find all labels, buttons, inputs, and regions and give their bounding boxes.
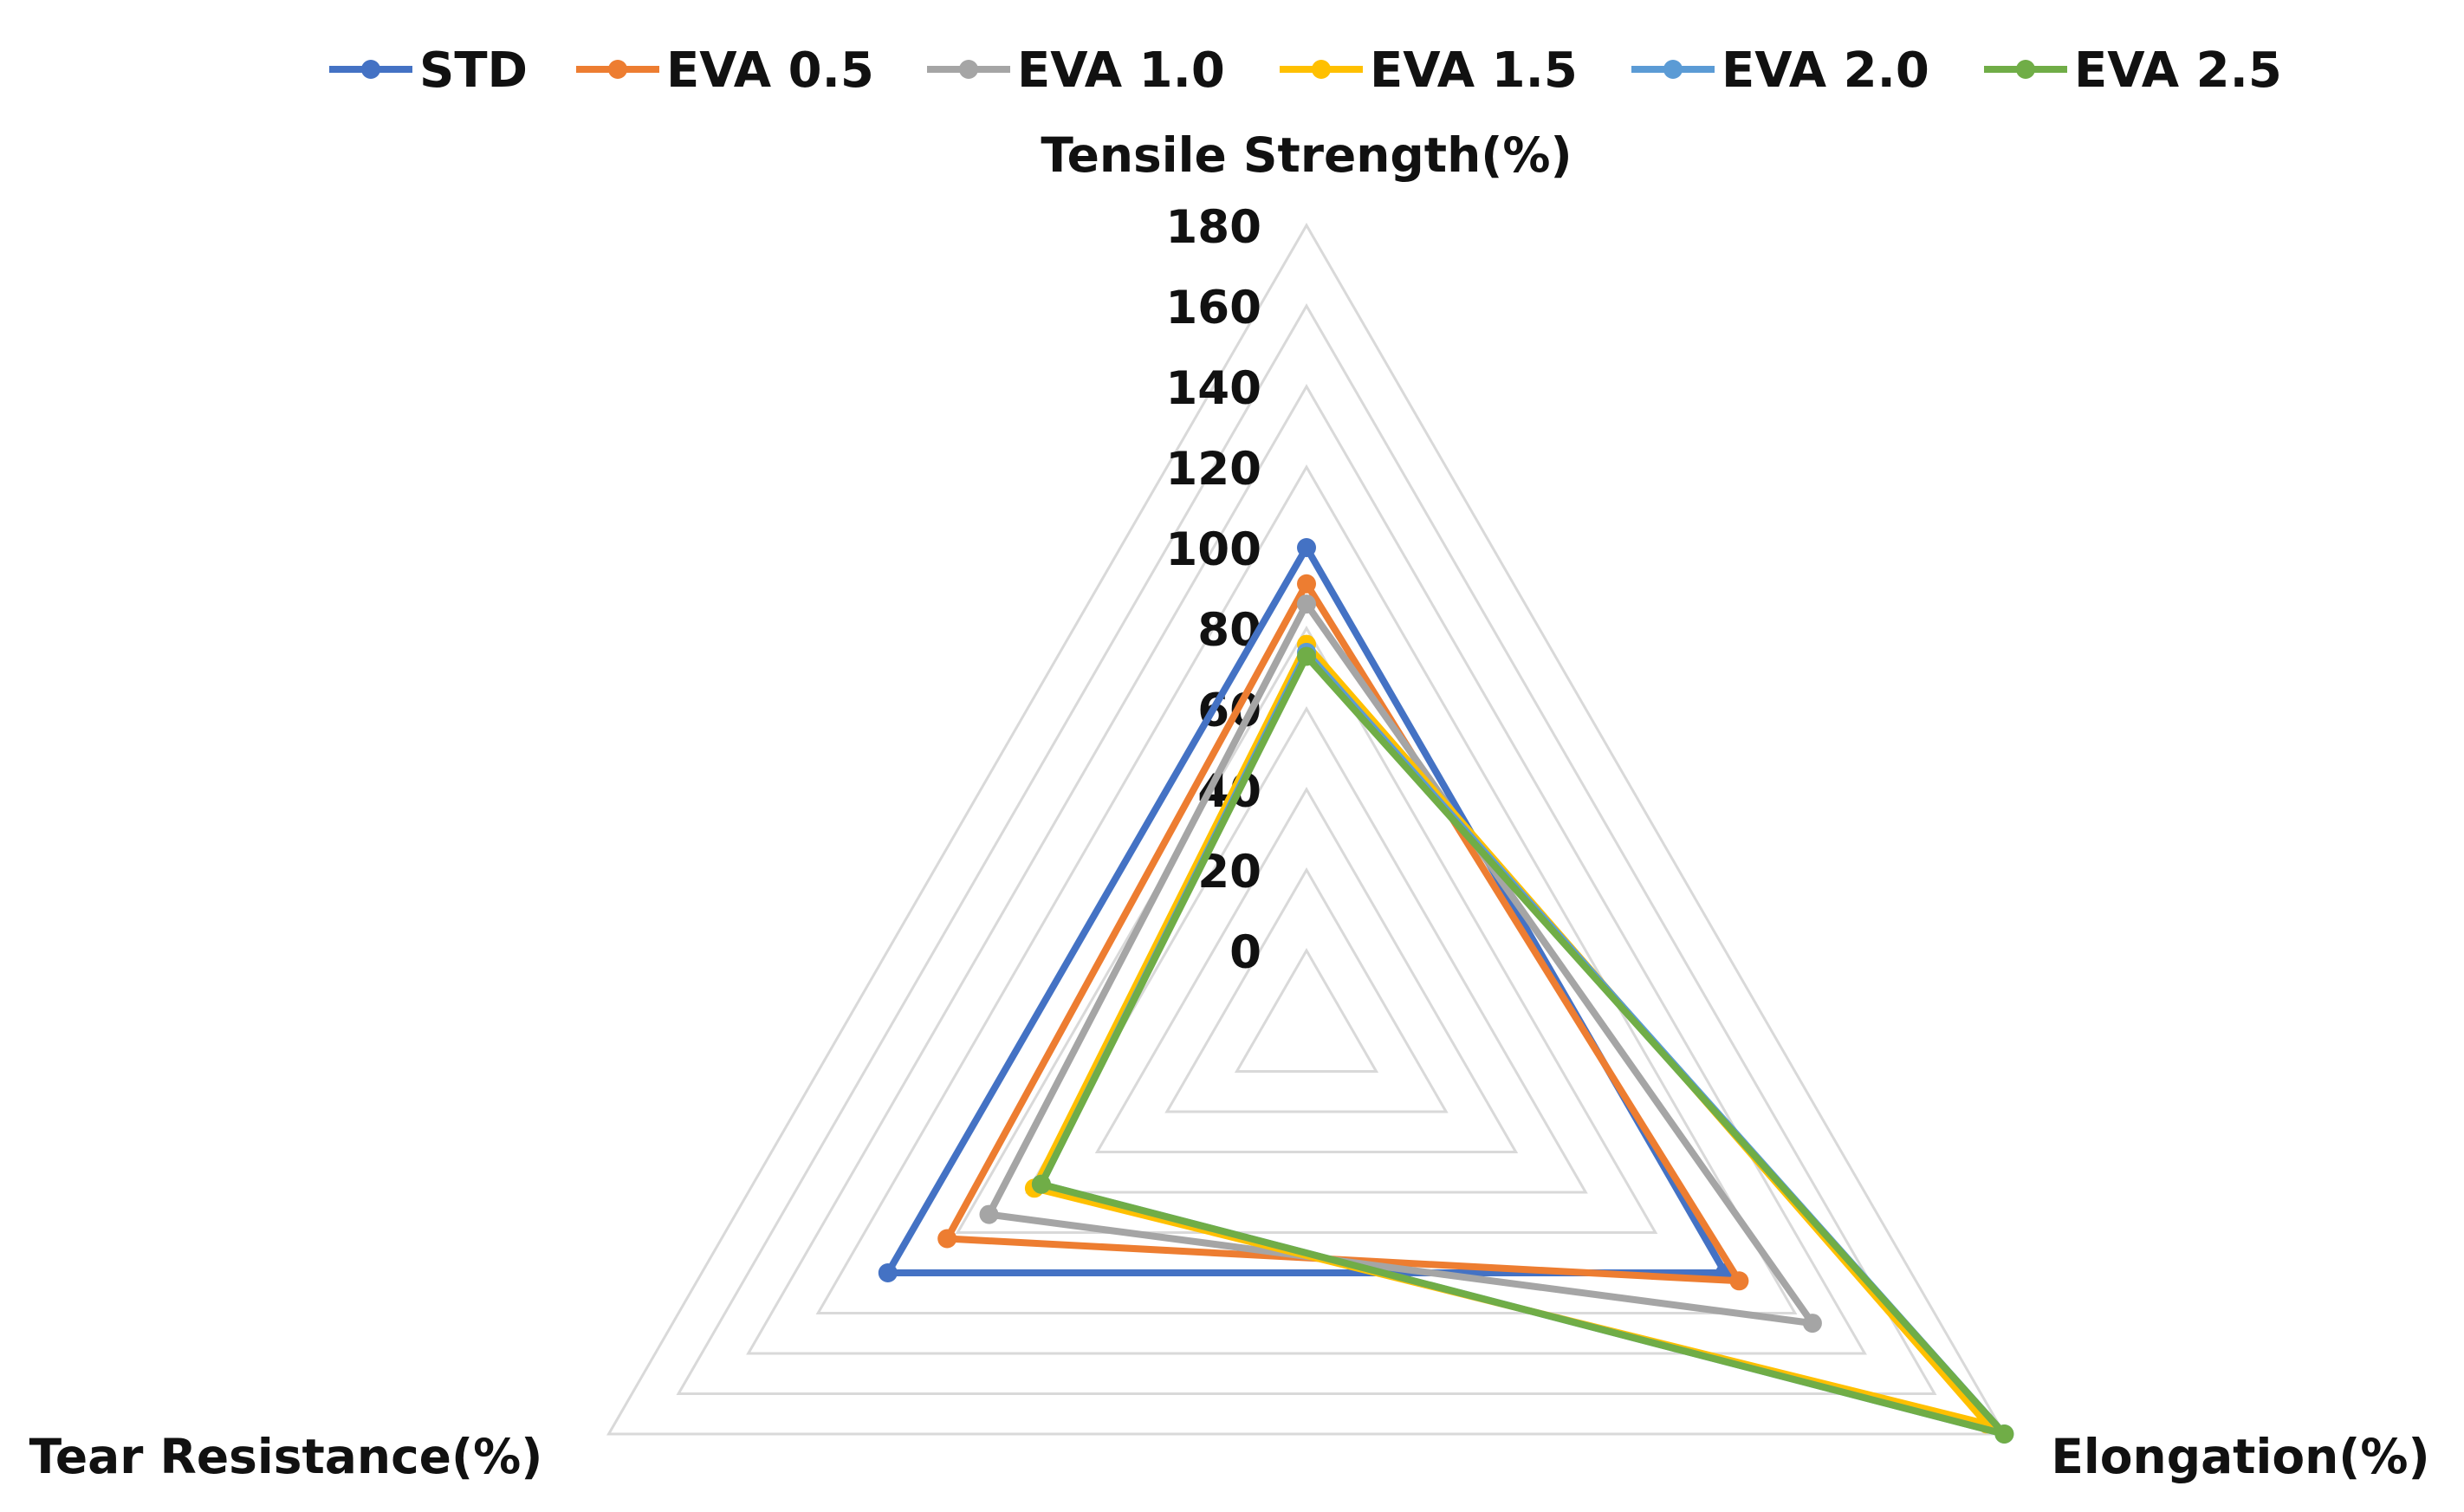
legend-label: EVA 1.5 [1370,42,1578,99]
grid-ring-140 [746,383,1867,1355]
tick-label-0: 0 [1229,926,1261,979]
data-point [1297,646,1316,666]
data-point [937,1229,957,1249]
legend-marker [1663,60,1683,79]
axis-label-tensile-strength: Tensile Strength(%) [1041,127,1572,183]
grid-ring-180 [606,222,2007,1436]
tick-label-180: 180 [1165,201,1261,254]
series-line [1037,648,2008,1437]
series-eva-1-0 [979,594,1822,1334]
legend-item-eva-2-0: EVA 2.0 [1631,42,1929,99]
legend-item-eva-0-5: EVA 0.5 [576,42,874,99]
legend-item-eva-1-0: EVA 1.0 [927,42,1225,99]
grid-ring-0 [1234,947,1379,1073]
tick-label-160: 160 [1165,282,1261,334]
legend-marker [2016,60,2035,79]
grid-ring-80 [955,625,1658,1234]
grid-ring-60 [1025,706,1588,1194]
legend: STD EVA 0.5 EVA 1.0 EVA 1.5 EVA 2.0 EVA 2.5 [329,42,2282,99]
legend-item-eva-1-5: EVA 1.5 [1280,42,1578,99]
legend-marker [1312,60,1331,79]
legend-label: EVA 0.5 [666,42,874,99]
data-point [1802,1314,1822,1334]
axis-labels: Tensile Strength(%) Elongation(%) Tear R… [29,127,2430,1484]
legend-marker [361,60,380,79]
grid-ring-40 [1094,786,1519,1153]
tick-label-100: 100 [1165,523,1261,576]
series-line [1037,652,2008,1437]
data-point [1297,574,1316,594]
data-point [1031,1174,1051,1194]
legend-item-std: STD [329,42,528,99]
data-point [1729,1271,1749,1291]
data-point [878,1263,898,1282]
axis-label-elongation: Elongation(%) [2051,1429,2429,1484]
data-point [1994,1424,2014,1444]
tick-label-140: 140 [1165,362,1261,415]
legend-marker [608,60,627,79]
grid-ring-160 [676,303,1937,1395]
legend-label: STD [419,42,528,99]
series-line [985,600,1816,1327]
legend-label: EVA 2.5 [2074,42,2282,99]
series-line [884,544,1729,1276]
legend-item-eva-2-5: EVA 2.5 [1984,42,2282,99]
series-layer [878,538,2014,1444]
data-point [1297,538,1316,557]
legend-label: EVA 1.0 [1017,42,1225,99]
legend-label: EVA 2.0 [1722,42,1929,99]
axis-label-tear-resistance: Tear Resistance(%) [29,1429,543,1484]
grid-ring-20 [1164,867,1449,1113]
series-eva-2-5 [1031,646,2014,1444]
tick-label-120: 120 [1165,443,1261,496]
data-point [1297,594,1316,614]
legend-marker [959,60,978,79]
data-point [979,1204,999,1224]
grid-ring-120 [815,464,1798,1314]
